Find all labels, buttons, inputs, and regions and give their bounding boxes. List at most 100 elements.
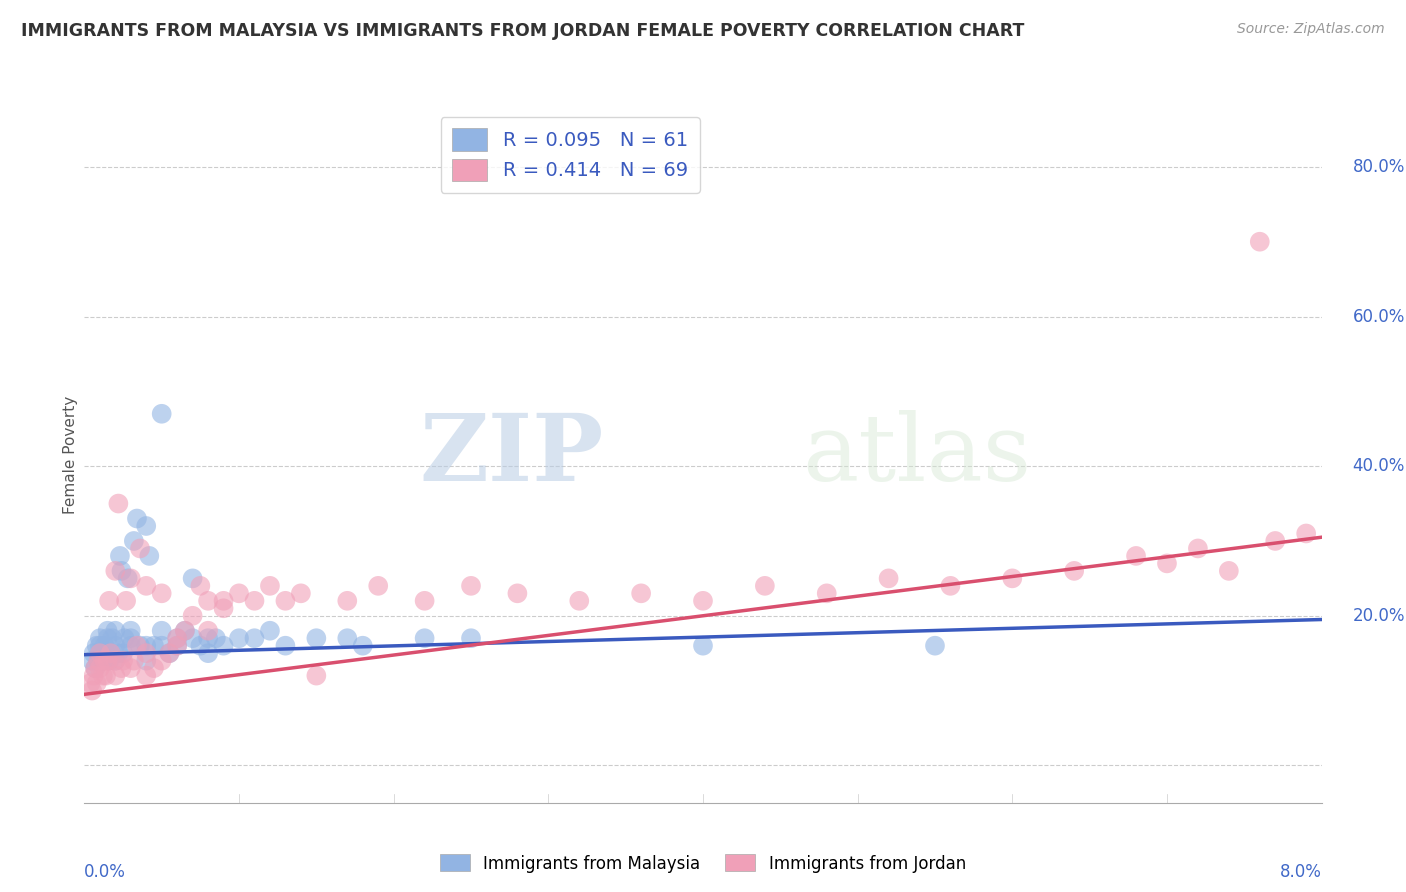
Point: [135, 646, 157, 660]
Point: [413, 594, 436, 608]
Point: [100, 646, 122, 660]
Point: [274, 594, 297, 608]
Point: [1063, 564, 1085, 578]
Point: [83, 668, 105, 682]
Point: [138, 549, 160, 563]
Point: [125, 511, 148, 525]
Point: [1264, 533, 1286, 548]
Point: [110, 661, 132, 675]
Point: [212, 594, 235, 608]
Point: [228, 631, 250, 645]
Point: [150, 654, 173, 668]
Point: [197, 646, 219, 660]
Point: [96, 654, 118, 668]
Point: [181, 608, 204, 623]
Point: [259, 579, 281, 593]
Point: [290, 586, 312, 600]
Point: [120, 661, 142, 675]
Point: [1218, 564, 1240, 578]
Point: [100, 646, 122, 660]
Point: [91, 654, 114, 668]
Point: [93, 654, 115, 668]
Point: [174, 624, 197, 638]
Point: [83, 646, 105, 660]
Point: [336, 594, 359, 608]
Point: [91, 668, 114, 682]
Point: [84, 661, 107, 675]
Point: [243, 594, 266, 608]
Point: [174, 624, 197, 638]
Point: [460, 579, 482, 593]
Point: [107, 497, 129, 511]
Point: [228, 586, 250, 600]
Point: [159, 646, 180, 660]
Point: [143, 639, 166, 653]
Point: [104, 654, 127, 668]
Point: [166, 639, 188, 653]
Point: [135, 639, 157, 653]
Point: [1249, 235, 1271, 249]
Point: [108, 549, 131, 563]
Point: [115, 594, 138, 608]
Point: [197, 624, 219, 638]
Point: [87, 654, 110, 668]
Point: [692, 639, 714, 653]
Point: [212, 601, 235, 615]
Point: [79, 676, 101, 690]
Point: [129, 639, 152, 653]
Point: [120, 624, 142, 638]
Point: [166, 631, 188, 645]
Point: [104, 624, 127, 638]
Point: [135, 579, 157, 593]
Point: [112, 654, 135, 668]
Point: [89, 639, 111, 653]
Point: [413, 631, 436, 645]
Point: [877, 571, 900, 585]
Point: [188, 639, 211, 653]
Point: [212, 639, 235, 653]
Point: [135, 668, 157, 682]
Point: [243, 631, 266, 645]
Text: IMMIGRANTS FROM MALAYSIA VS IMMIGRANTS FROM JORDAN FEMALE POVERTY CORRELATION CH: IMMIGRANTS FROM MALAYSIA VS IMMIGRANTS F…: [21, 22, 1025, 40]
Point: [1001, 571, 1024, 585]
Text: Female Poverty: Female Poverty: [63, 396, 79, 514]
Point: [181, 631, 204, 645]
Point: [150, 639, 173, 653]
Point: [104, 668, 127, 682]
Point: [305, 668, 328, 682]
Point: [98, 594, 121, 608]
Point: [815, 586, 838, 600]
Point: [924, 639, 946, 653]
Point: [506, 586, 529, 600]
Text: atlas: atlas: [801, 410, 1031, 500]
Point: [107, 646, 129, 660]
Point: [159, 646, 180, 660]
Text: 60.0%: 60.0%: [1353, 308, 1405, 326]
Point: [112, 646, 135, 660]
Point: [754, 579, 776, 593]
Point: [1156, 557, 1178, 571]
Point: [135, 654, 157, 668]
Point: [692, 594, 714, 608]
Text: Source: ZipAtlas.com: Source: ZipAtlas.com: [1237, 22, 1385, 37]
Text: 80.0%: 80.0%: [1353, 158, 1405, 176]
Point: [98, 654, 121, 668]
Point: [96, 624, 118, 638]
Point: [94, 668, 117, 682]
Point: [96, 631, 118, 645]
Point: [104, 564, 127, 578]
Point: [205, 631, 228, 645]
Point: [568, 594, 591, 608]
Point: [89, 646, 111, 660]
Point: [197, 594, 219, 608]
Point: [89, 646, 111, 660]
Point: [94, 646, 117, 660]
Point: [110, 564, 132, 578]
Point: [274, 639, 297, 653]
Point: [939, 579, 962, 593]
Point: [336, 631, 359, 645]
Point: [150, 624, 173, 638]
Legend: Immigrants from Malaysia, Immigrants from Jordan: Immigrants from Malaysia, Immigrants fro…: [433, 847, 973, 880]
Point: [305, 631, 328, 645]
Point: [352, 639, 374, 653]
